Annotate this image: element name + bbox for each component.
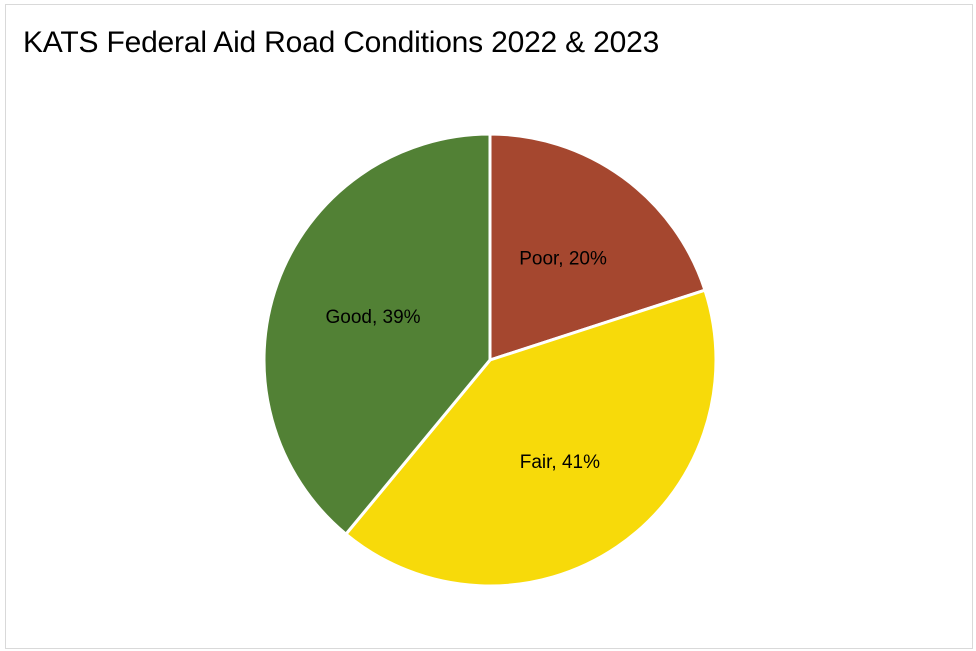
data-label-fair: Fair, 41% xyxy=(520,452,600,473)
data-label-poor: Poor, 20% xyxy=(519,248,607,269)
pie-slice-poor xyxy=(488,132,707,362)
pie-slice-good xyxy=(262,132,492,536)
pie-slices xyxy=(262,132,718,588)
pie-slice-fair xyxy=(344,288,718,588)
data-label-good: Good, 39% xyxy=(326,307,421,328)
chart-title: KATS Federal Aid Road Conditions 2022 & … xyxy=(23,26,660,59)
pie-data-labels: Poor, 20% Fair, 41% Good, 39% xyxy=(326,248,607,472)
